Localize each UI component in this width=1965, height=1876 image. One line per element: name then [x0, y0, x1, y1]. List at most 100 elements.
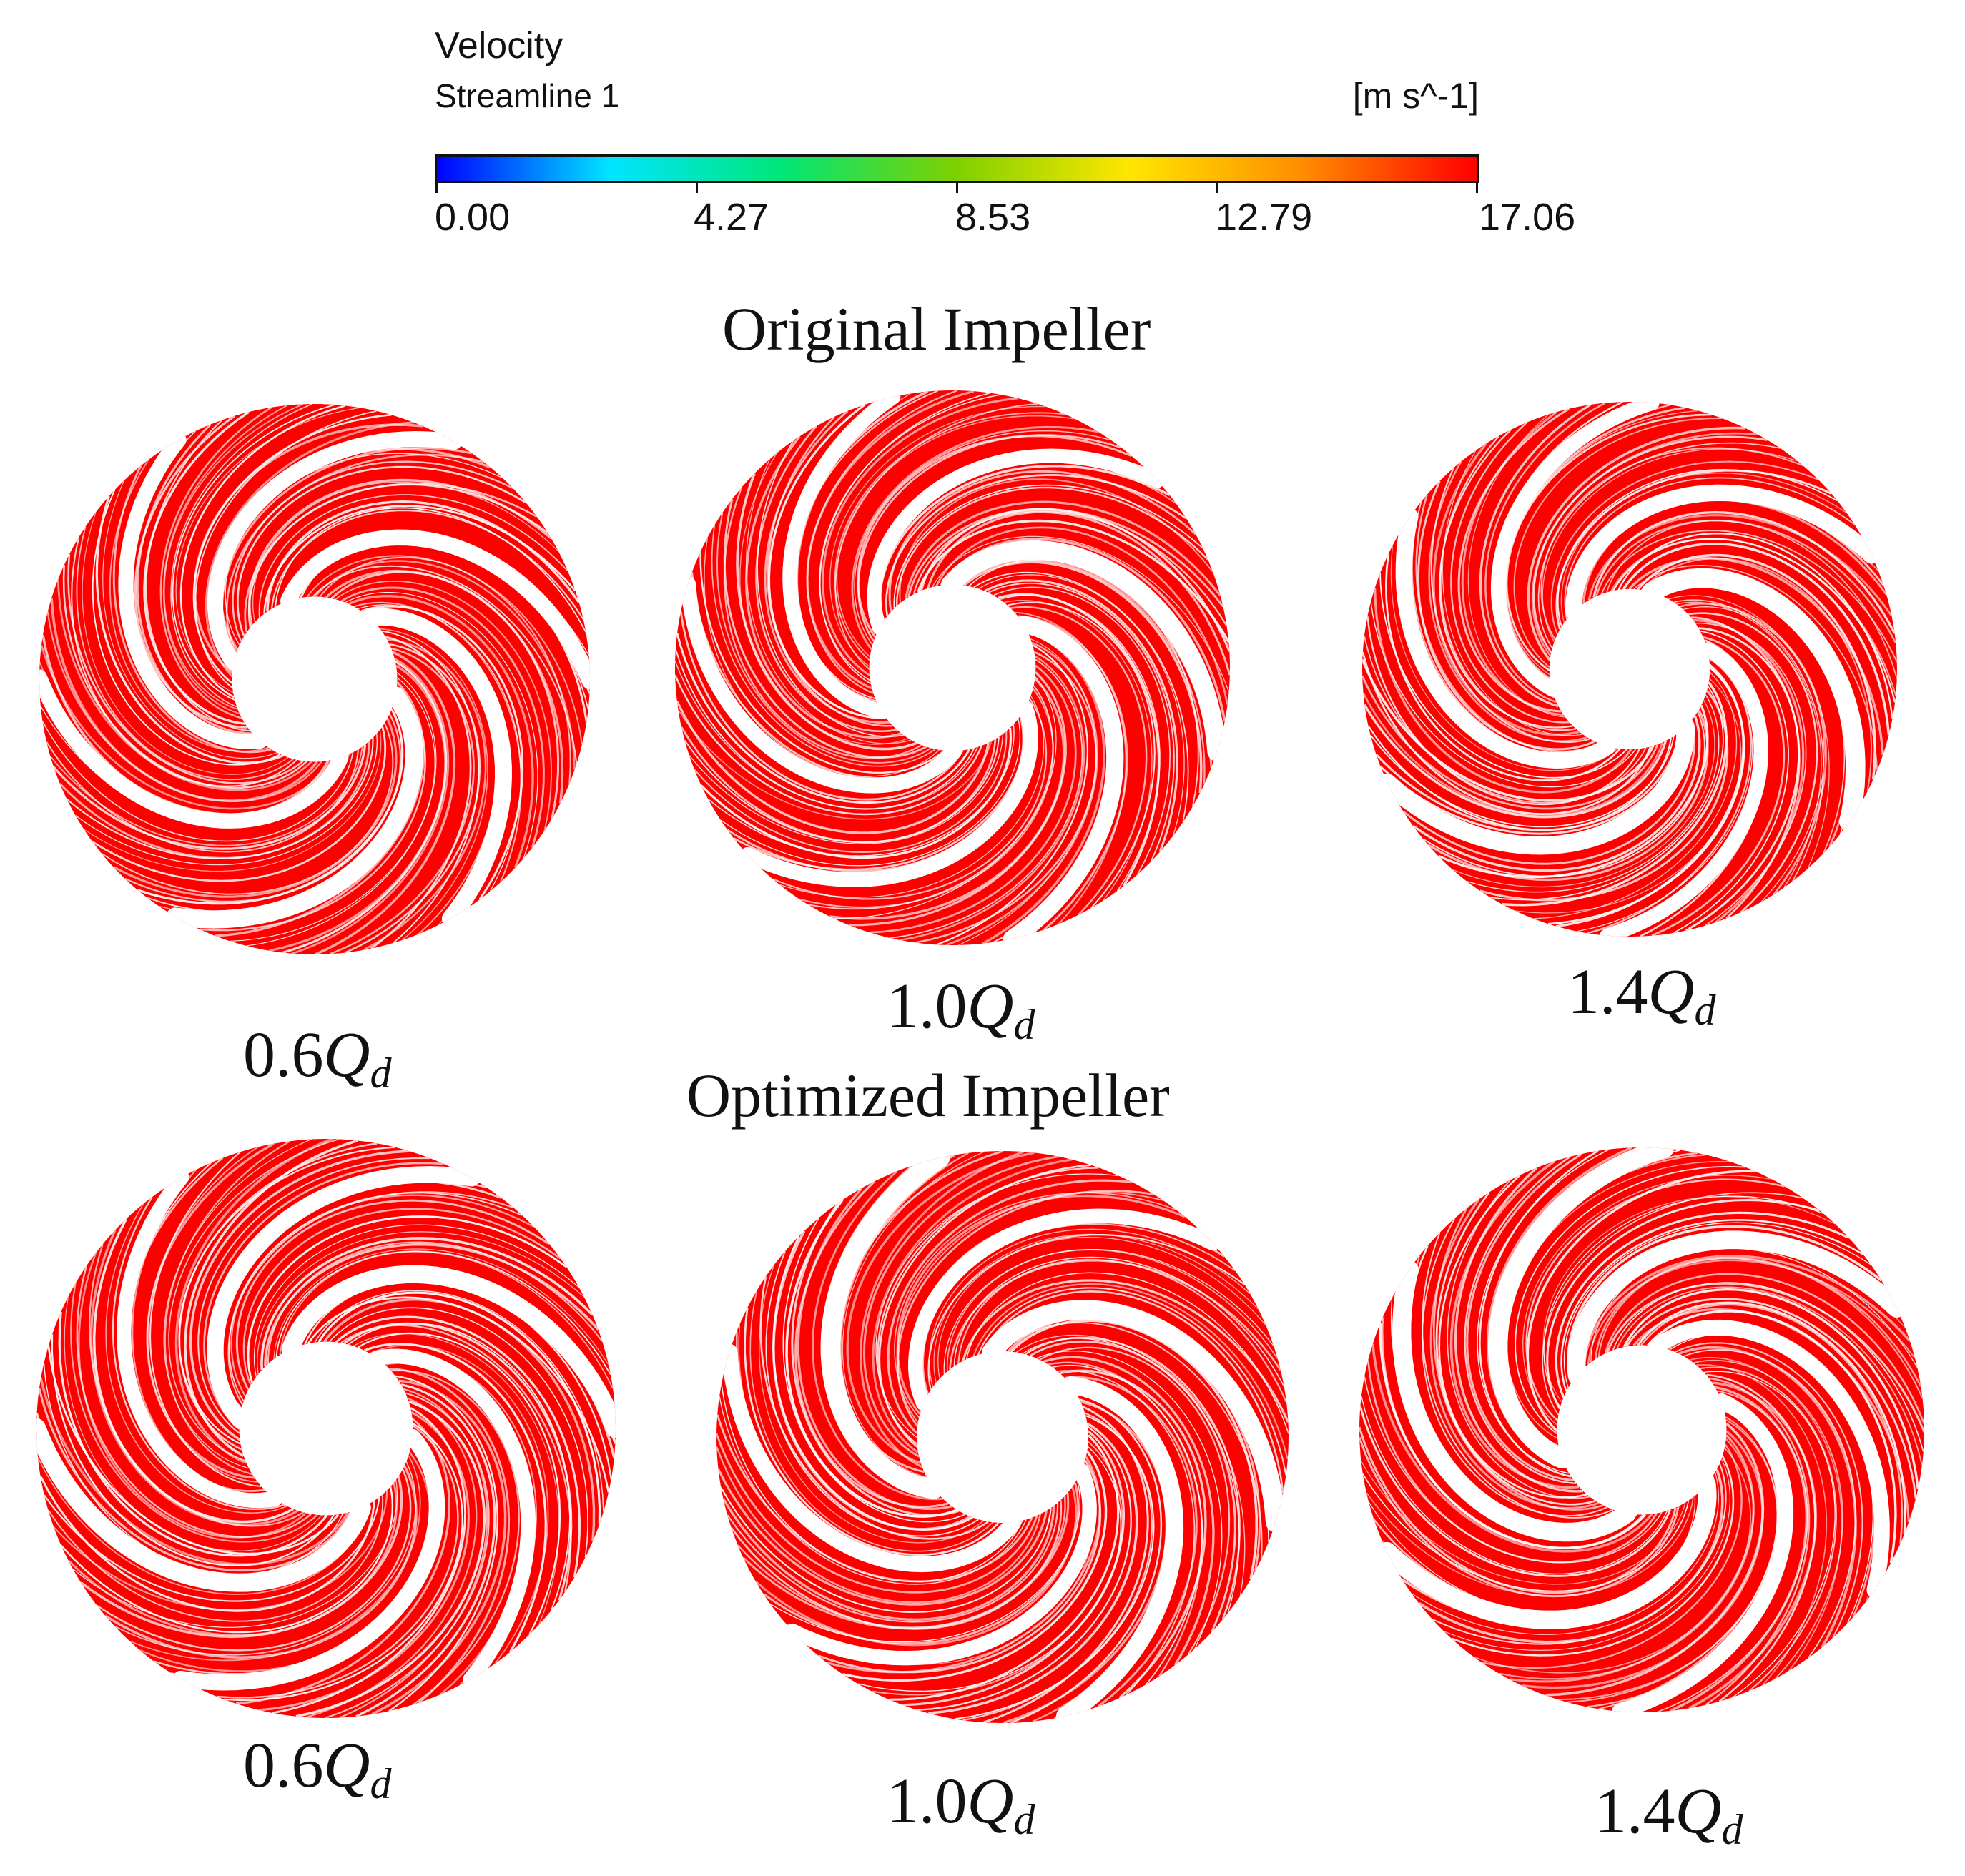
blade-gap	[1378, 717, 1695, 855]
streamline	[834, 412, 1065, 661]
streamline	[675, 648, 975, 810]
streamline	[1010, 1319, 1258, 1580]
streamline	[385, 1361, 530, 1695]
streamline	[92, 1218, 294, 1524]
streamline	[736, 473, 917, 751]
streamline	[746, 458, 912, 744]
streamline	[36, 1413, 359, 1586]
streamline	[932, 535, 1230, 693]
streamline	[275, 507, 587, 633]
streamline	[1404, 1245, 1618, 1533]
streamline	[1015, 1334, 1246, 1596]
streamline	[248, 478, 552, 626]
streamline	[1612, 1282, 1924, 1452]
streamline	[121, 430, 256, 739]
streamline	[305, 1397, 478, 1718]
streamline	[1366, 1360, 1658, 1564]
streamline	[225, 453, 503, 646]
streamline	[842, 1450, 1108, 1682]
streamline	[1688, 612, 1818, 914]
streamline	[1498, 1438, 1755, 1680]
impeller-hub	[917, 1351, 1088, 1523]
streamline	[888, 470, 1196, 612]
streamline	[1402, 719, 1696, 865]
streamline	[779, 695, 1045, 898]
streamline	[723, 487, 922, 759]
streamline	[1703, 1371, 1836, 1698]
streamline	[1371, 1343, 1653, 1553]
streamline	[825, 1154, 955, 1486]
streamline	[230, 677, 435, 942]
streamline	[1373, 1491, 1700, 1615]
streamline	[993, 628, 1123, 943]
streamline	[47, 1494, 384, 1622]
streamline	[745, 435, 902, 739]
streamline	[1429, 1198, 1600, 1510]
streamline	[812, 1170, 943, 1501]
streamline	[1409, 1255, 1622, 1527]
streamline	[836, 415, 1075, 658]
streamline	[785, 1199, 958, 1518]
streamline	[1587, 1410, 1788, 1708]
streamline	[749, 1290, 993, 1552]
streamline	[977, 1287, 1287, 1476]
blade-gap	[739, 700, 1038, 887]
streamline	[1498, 1154, 1706, 1447]
streamline	[1477, 1148, 1610, 1474]
streamline	[1522, 1175, 1772, 1426]
case-label-optimized-1.0: 1.0Qd	[887, 1766, 1035, 1843]
streamline	[1542, 1192, 1803, 1416]
streamline	[1003, 1401, 1168, 1723]
blade-gap	[369, 1348, 536, 1687]
streamline	[1560, 472, 1847, 623]
streamline	[1587, 1259, 1916, 1365]
streamline	[348, 594, 534, 869]
streamline	[922, 1223, 1236, 1394]
streamline	[738, 1324, 1005, 1562]
streamline	[1466, 1152, 1583, 1482]
streamline	[1479, 689, 1729, 902]
streamline	[75, 734, 378, 866]
blade-gap	[1612, 1393, 1794, 1712]
streamline	[1007, 601, 1156, 909]
streamline	[744, 1308, 1000, 1556]
streamline	[1625, 1298, 1917, 1499]
streamline	[1064, 1376, 1198, 1708]
streamline	[1444, 1458, 1731, 1652]
case-label-optimized-1.4: 1.4Qd	[1595, 1776, 1743, 1853]
streamline	[982, 631, 1105, 945]
streamline	[139, 1451, 431, 1672]
streamline	[1658, 1390, 1808, 1712]
streamline	[1428, 461, 1587, 742]
streamline	[799, 688, 1054, 909]
streamline	[927, 1233, 1246, 1391]
streamline	[957, 1258, 1287, 1403]
streamline	[1457, 408, 1570, 713]
streamline	[1385, 553, 1621, 781]
streamline	[1563, 1222, 1871, 1388]
streamline	[1450, 421, 1570, 724]
streamline	[1688, 1381, 1818, 1709]
impeller-hub	[869, 584, 1036, 751]
streamline	[875, 1173, 1119, 1438]
streamline	[193, 423, 423, 674]
streamline	[1527, 426, 1745, 661]
streamline	[817, 1459, 1102, 1674]
case-label-original-0.6: 0.6Qd	[243, 1020, 392, 1097]
blade-gap	[680, 576, 962, 794]
streamline	[53, 1490, 388, 1611]
streamline	[1412, 715, 1701, 872]
streamline	[953, 1256, 1285, 1387]
streamline	[323, 1298, 596, 1542]
streamline	[293, 1272, 616, 1444]
streamline	[1439, 428, 1573, 729]
streamline	[1580, 494, 1885, 606]
streamline	[739, 453, 909, 745]
streamline	[92, 490, 281, 766]
streamline	[312, 565, 578, 764]
streamline	[330, 571, 560, 819]
streamline	[1359, 1426, 1677, 1594]
streamline	[920, 508, 1230, 652]
colorbar-tick	[696, 183, 698, 193]
streamline	[390, 1369, 520, 1706]
